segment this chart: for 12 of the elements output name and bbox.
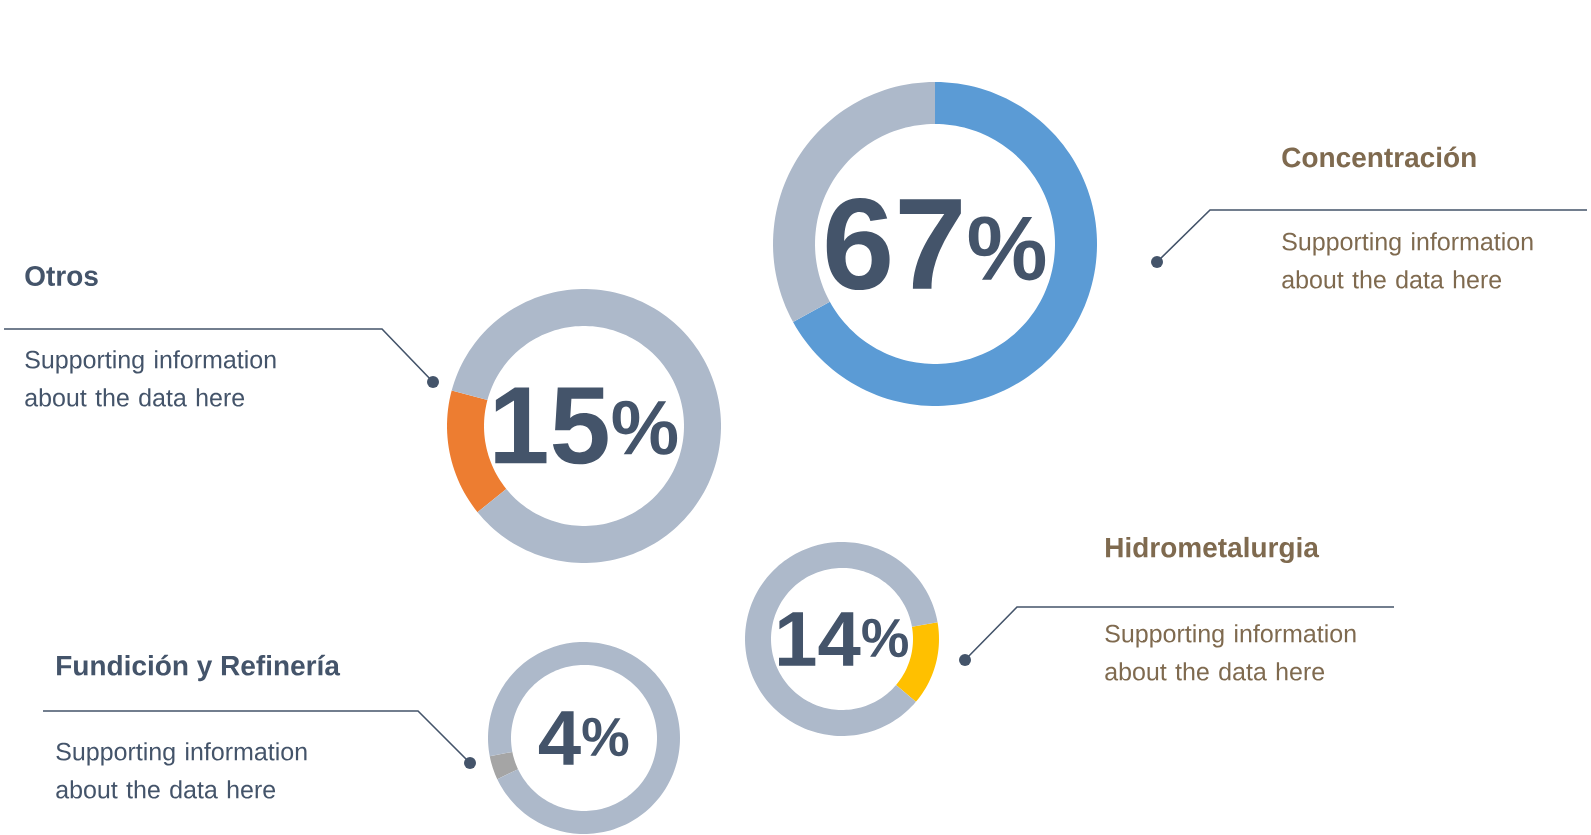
text: Concentración <box>1282 146 1476 168</box>
text: Supporting information about the data here <box>25 350 276 407</box>
data-label: 15$^{%}$ <box>495 387 678 465</box>
data-label: 4$^{%}$ <box>538 711 629 765</box>
data-label: 14$^{%}$ <box>779 612 908 666</box>
text: Fundición y Refinería <box>57 654 341 682</box>
data-label: 67$^{%}$ <box>826 197 1046 291</box>
text: Supporting information about the data here <box>56 742 307 799</box>
text: Supporting information about the data here <box>1105 624 1356 681</box>
text: Otros <box>25 266 98 286</box>
text: Hidrometalurgia <box>1106 536 1320 564</box>
text: Supporting information about the data here <box>1282 232 1533 289</box>
